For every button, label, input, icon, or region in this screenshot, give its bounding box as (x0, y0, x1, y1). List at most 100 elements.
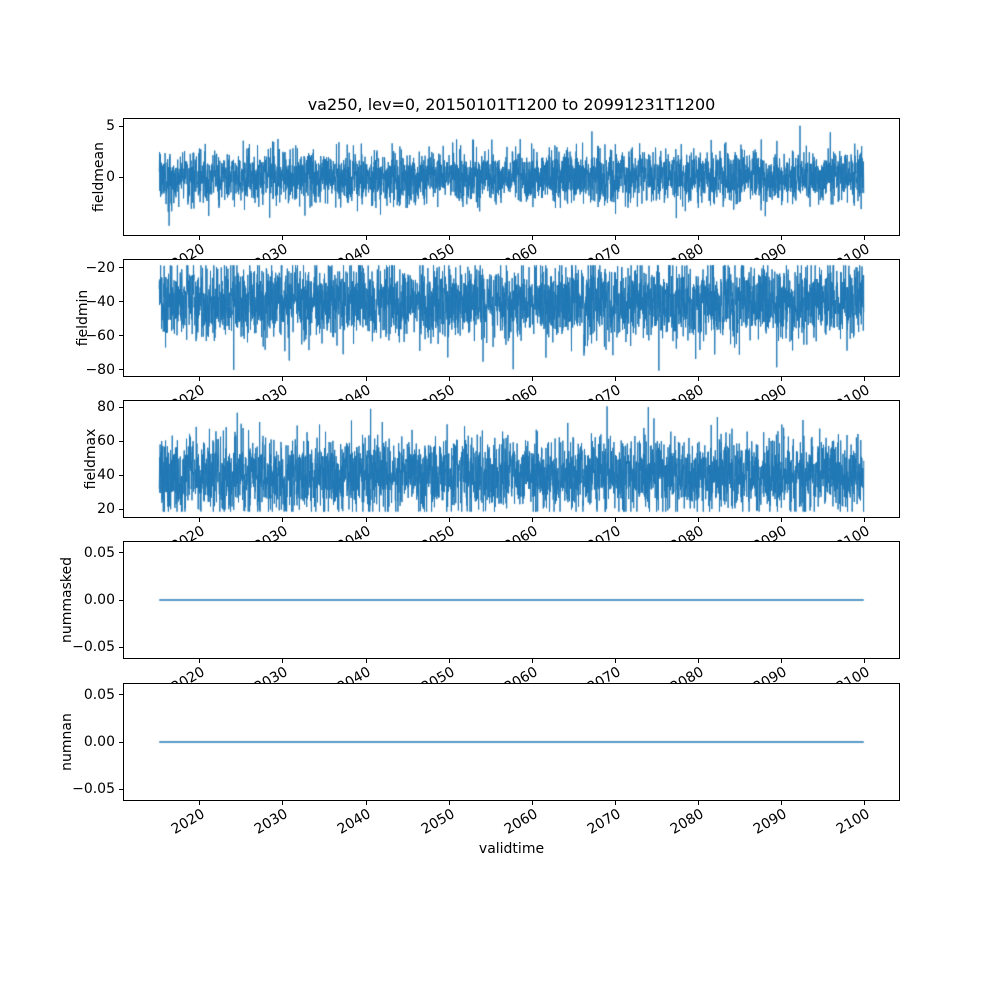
y-tick-label: 0.05 (83, 686, 115, 703)
x-tick-mark (614, 236, 616, 240)
x-tick-mark (199, 377, 201, 381)
x-tick-mark (531, 377, 533, 381)
x-tick-mark (614, 801, 616, 805)
x-tick-mark (781, 801, 783, 805)
x-tick-mark (199, 518, 201, 522)
y-tick-mark (119, 335, 123, 337)
y-tick-mark (119, 301, 123, 303)
y-tick-mark (119, 508, 123, 510)
x-tick-mark (697, 801, 699, 805)
y-tick-label: 20 (97, 501, 115, 518)
y-tick-label: −80 (85, 361, 115, 378)
plot-area (123, 118, 900, 236)
x-tick-mark (531, 659, 533, 663)
line-series-canvas (124, 260, 899, 376)
y-tick-label: 0.00 (83, 734, 115, 750)
x-tick-mark (365, 236, 367, 240)
x-tick-mark (531, 518, 533, 522)
y-tick-label: 0.05 (83, 544, 115, 561)
x-tick-mark (282, 659, 284, 663)
y-tick-label: −60 (85, 327, 115, 344)
x-tick-label: 2090 (750, 806, 790, 838)
y-tick-mark (119, 788, 123, 790)
x-tick-mark (781, 236, 783, 240)
subplot-numnan: numnan 0.05 0.00 −0.05 2020 2030 2040 2050 206… (0, 683, 1000, 838)
y-tick-mark (119, 552, 123, 554)
plot-area (123, 541, 900, 659)
x-tick-mark (282, 377, 284, 381)
subplot-nummasked: nummasked 0.05 0.00 −0.05 2020 2030 2040 2050… (0, 541, 1000, 696)
x-tick-mark (781, 659, 783, 663)
x-tick-mark (199, 659, 201, 663)
subplot-fieldmin: fieldmin −20 −40 −60 −80 2020 2030 2040 2050 20… (0, 259, 1000, 414)
y-tick-label: 80 (97, 399, 115, 416)
line-series-canvas (124, 119, 899, 235)
x-tick-label: 2030 (252, 806, 291, 838)
x-tick-mark (282, 518, 284, 522)
x-tick-mark (614, 518, 616, 522)
y-tick-mark (119, 267, 123, 269)
y-tick-label: −0.05 (72, 639, 115, 656)
y-tick-label: −40 (85, 293, 115, 310)
x-tick-mark (199, 236, 201, 240)
y-tick-mark (119, 440, 123, 442)
y-tick-label: 60 (97, 433, 115, 450)
y-tick-label: −0.05 (72, 781, 115, 798)
x-tick-label: 2100 (833, 806, 873, 838)
x-tick-label: 2080 (667, 806, 707, 838)
x-tick-mark (448, 377, 450, 381)
x-tick-mark (448, 801, 450, 805)
x-tick-mark (365, 518, 367, 522)
x-tick-mark (697, 659, 699, 663)
x-tick-mark (282, 236, 284, 240)
x-tick-mark (614, 377, 616, 381)
y-tick-mark (119, 125, 123, 127)
x-tick-mark (531, 236, 533, 240)
x-tick-mark (448, 236, 450, 240)
y-tick-mark (119, 369, 123, 371)
x-tick-mark (697, 236, 699, 240)
y-tick-label: 0 (106, 169, 115, 185)
x-tick-mark (199, 801, 201, 805)
x-tick-label: 2070 (584, 806, 624, 838)
x-tick-mark (864, 518, 866, 522)
y-tick-label: 5 (106, 118, 115, 135)
y-tick-label: 40 (97, 467, 115, 484)
x-tick-mark (448, 659, 450, 663)
y-tick-label: 0.00 (83, 592, 115, 608)
x-axis-label: validtime (478, 841, 545, 857)
x-tick-mark (448, 518, 450, 522)
chart-title: va250, lev=0, 20150101T1200 to 20991231T… (307, 95, 716, 114)
x-tick-mark (864, 801, 866, 805)
x-tick-mark (282, 801, 284, 805)
plot-area (123, 259, 900, 377)
y-tick-mark (119, 599, 123, 601)
x-tick-mark (697, 518, 699, 522)
y-tick-mark (119, 646, 123, 648)
x-tick-mark (531, 801, 533, 805)
x-tick-mark (864, 236, 866, 240)
x-tick-mark (781, 518, 783, 522)
x-tick-mark (864, 659, 866, 663)
line-series-canvas (124, 542, 899, 658)
subplot-fieldmax: fieldmax 80 60 40 20 2020 2030 2040 2050 2060 20… (0, 399, 1000, 555)
x-tick-mark (614, 659, 616, 663)
x-tick-label: 2060 (501, 806, 541, 838)
x-tick-mark (365, 801, 367, 805)
x-tick-mark (365, 377, 367, 381)
x-tick-label: 2020 (168, 806, 208, 838)
plot-area (123, 400, 900, 518)
y-tick-mark (119, 474, 123, 476)
y-tick-mark (119, 176, 123, 178)
x-tick-mark (365, 659, 367, 663)
line-series-canvas (124, 401, 899, 517)
plot-area (123, 683, 900, 801)
x-tick-label: 2050 (418, 806, 458, 838)
y-tick-mark (119, 694, 123, 696)
x-tick-mark (864, 377, 866, 381)
y-tick-label: −20 (85, 259, 115, 276)
y-tick-mark (119, 741, 123, 743)
x-tick-label: 2040 (335, 806, 375, 838)
